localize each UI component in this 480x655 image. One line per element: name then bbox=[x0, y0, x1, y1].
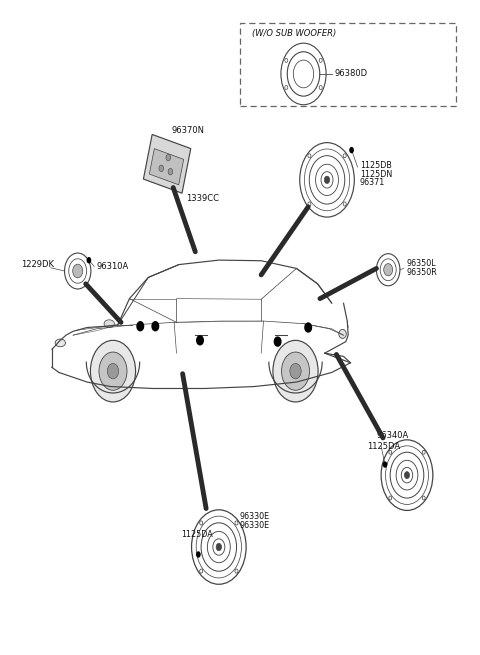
Circle shape bbox=[305, 323, 312, 332]
Circle shape bbox=[383, 461, 387, 468]
Circle shape bbox=[166, 155, 171, 161]
Text: 96330E: 96330E bbox=[239, 521, 269, 530]
Circle shape bbox=[200, 569, 203, 573]
Text: 96370N: 96370N bbox=[172, 126, 205, 135]
Circle shape bbox=[196, 552, 201, 557]
Circle shape bbox=[168, 168, 173, 175]
Polygon shape bbox=[149, 149, 184, 185]
Text: 96330E: 96330E bbox=[239, 512, 269, 521]
Text: 1339CC: 1339CC bbox=[186, 194, 219, 203]
Text: 96340A: 96340A bbox=[376, 431, 408, 440]
Ellipse shape bbox=[339, 329, 346, 339]
Circle shape bbox=[86, 257, 91, 263]
Circle shape bbox=[308, 154, 311, 158]
Circle shape bbox=[235, 569, 238, 573]
Circle shape bbox=[422, 496, 425, 500]
Circle shape bbox=[308, 202, 311, 206]
Text: 1125DA: 1125DA bbox=[181, 530, 213, 538]
Circle shape bbox=[290, 364, 301, 379]
Text: 96371: 96371 bbox=[360, 178, 385, 187]
Text: 96350L: 96350L bbox=[406, 259, 436, 268]
Circle shape bbox=[72, 264, 83, 278]
Circle shape bbox=[422, 451, 425, 454]
Ellipse shape bbox=[55, 339, 65, 346]
Circle shape bbox=[285, 58, 288, 62]
Circle shape bbox=[389, 496, 392, 500]
Circle shape bbox=[273, 341, 318, 402]
Circle shape bbox=[343, 202, 346, 206]
Text: 1229DK: 1229DK bbox=[21, 260, 54, 269]
Circle shape bbox=[324, 176, 330, 183]
Circle shape bbox=[405, 472, 409, 479]
Circle shape bbox=[275, 337, 281, 346]
Text: 1125DN: 1125DN bbox=[360, 170, 392, 179]
Polygon shape bbox=[144, 134, 191, 193]
Circle shape bbox=[137, 322, 144, 331]
Circle shape bbox=[384, 263, 393, 276]
Circle shape bbox=[216, 543, 222, 551]
Text: 96350R: 96350R bbox=[406, 268, 437, 277]
Ellipse shape bbox=[104, 320, 114, 328]
Text: (W/O SUB WOOFER): (W/O SUB WOOFER) bbox=[252, 29, 336, 38]
Circle shape bbox=[235, 521, 238, 525]
Circle shape bbox=[99, 352, 127, 390]
Circle shape bbox=[108, 364, 119, 379]
Text: 1125DB: 1125DB bbox=[360, 161, 392, 170]
Circle shape bbox=[152, 322, 158, 331]
Text: 1125DA: 1125DA bbox=[367, 441, 400, 451]
Circle shape bbox=[389, 451, 392, 454]
Circle shape bbox=[281, 352, 310, 390]
Circle shape bbox=[349, 147, 354, 153]
Circle shape bbox=[285, 86, 288, 90]
Circle shape bbox=[200, 521, 203, 525]
Circle shape bbox=[343, 154, 346, 158]
Circle shape bbox=[197, 336, 204, 345]
Circle shape bbox=[159, 165, 164, 172]
Text: 96380D: 96380D bbox=[334, 69, 367, 79]
Text: 96310A: 96310A bbox=[96, 262, 129, 271]
Circle shape bbox=[319, 58, 322, 62]
Circle shape bbox=[319, 86, 322, 90]
Circle shape bbox=[90, 341, 135, 402]
